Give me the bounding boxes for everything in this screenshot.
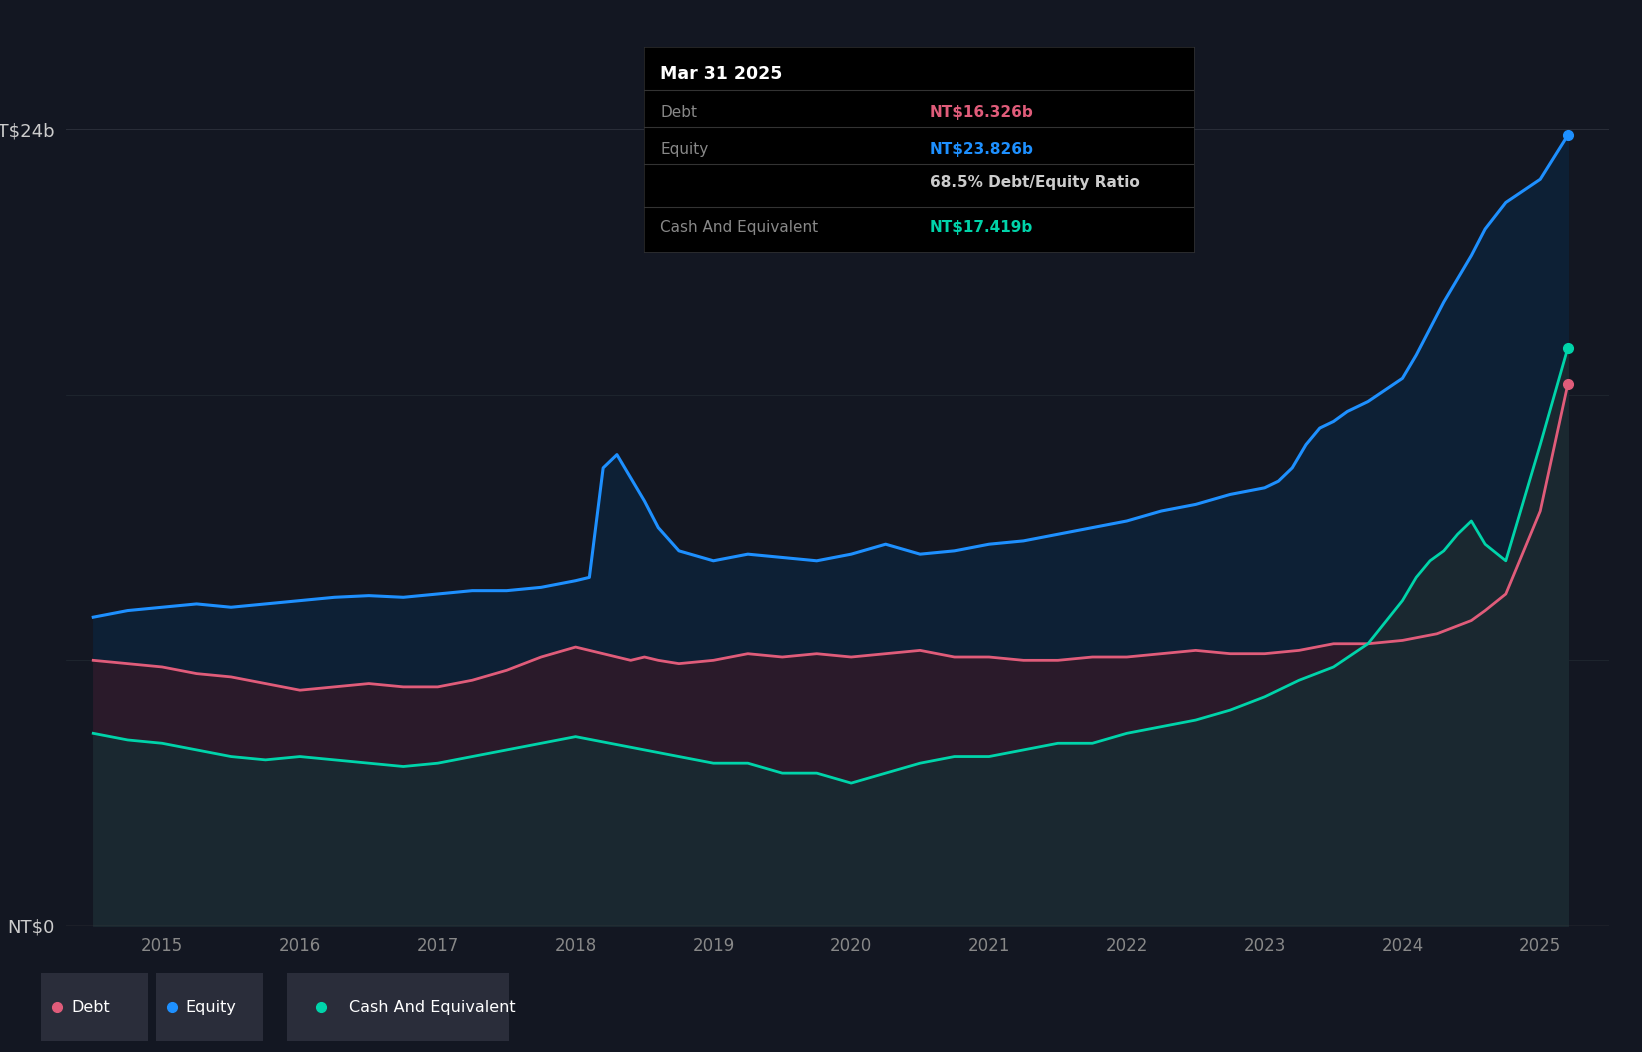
Text: NT$17.419b: NT$17.419b bbox=[929, 220, 1033, 236]
Text: NT$23.826b: NT$23.826b bbox=[929, 142, 1033, 158]
Text: Equity: Equity bbox=[660, 142, 708, 158]
Text: Cash And Equivalent: Cash And Equivalent bbox=[660, 220, 818, 236]
Text: Mar 31 2025: Mar 31 2025 bbox=[660, 65, 783, 83]
Text: Cash And Equivalent: Cash And Equivalent bbox=[350, 999, 516, 1015]
Text: NT$16.326b: NT$16.326b bbox=[929, 105, 1033, 121]
Text: Debt: Debt bbox=[660, 105, 698, 121]
Text: Equity: Equity bbox=[186, 999, 236, 1015]
Text: 68.5% Debt/Equity Ratio: 68.5% Debt/Equity Ratio bbox=[929, 176, 1140, 190]
Text: Debt: Debt bbox=[71, 999, 110, 1015]
